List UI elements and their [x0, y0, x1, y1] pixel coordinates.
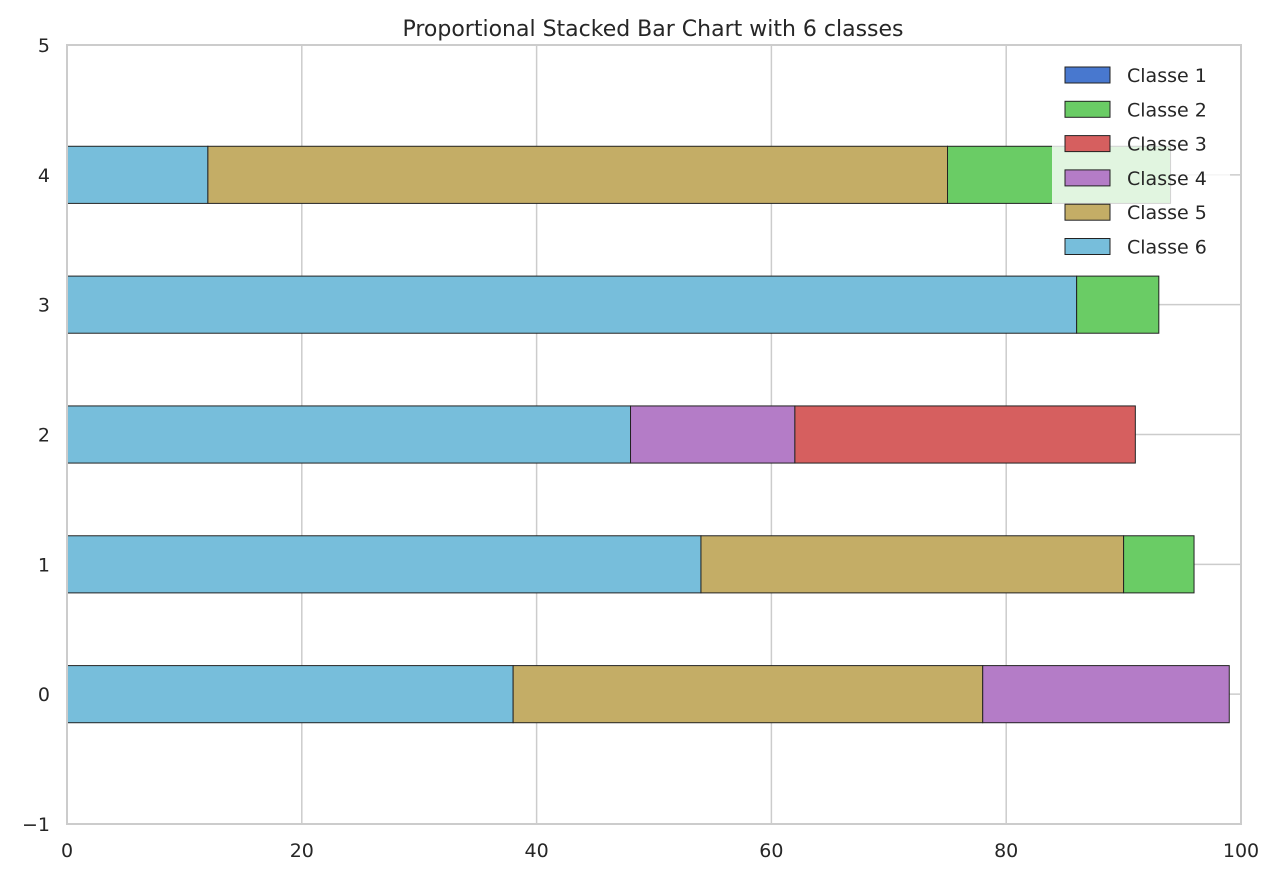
bars — [66, 145, 1230, 724]
legend-swatch — [1064, 238, 1111, 255]
bar-segment — [66, 535, 702, 594]
bar-segment — [630, 405, 796, 464]
y-tick-label: 3 — [38, 295, 50, 317]
bar-segment — [794, 405, 1136, 464]
legend-item: Classe 1 — [1064, 65, 1207, 87]
legend-label: Classe 1 — [1127, 65, 1207, 87]
x-tick-labels: 0 20 40 60 80 100 — [61, 840, 1259, 862]
y-tick-label: 4 — [38, 165, 50, 187]
bar-segment — [66, 665, 514, 724]
legend-swatch — [1064, 66, 1111, 84]
legend-swatch — [1064, 169, 1111, 187]
legend-label: Classe 4 — [1127, 168, 1207, 190]
x-tick-label: 80 — [994, 840, 1018, 862]
y-tick-labels: −1 0 1 2 3 4 5 — [22, 35, 50, 836]
bar-segment — [1076, 275, 1160, 334]
legend-swatch — [1064, 135, 1111, 153]
legend-item: Classe 6 — [1064, 237, 1207, 259]
bar-segment — [700, 535, 1125, 594]
legend-label: Classe 6 — [1127, 237, 1207, 259]
bar-segment — [512, 665, 984, 724]
x-tick-label: 40 — [525, 840, 549, 862]
x-tick-label: 0 — [61, 840, 73, 862]
legend: Classe 1 Classe 2 Classe 3 Classe 4 Classe 5… — [1052, 58, 1230, 266]
x-tick-label: 20 — [290, 840, 314, 862]
bar-segment — [207, 145, 948, 204]
bar-segment — [66, 275, 1078, 334]
legend-item: Classe 5 — [1064, 202, 1207, 224]
legend-item: Classe 2 — [1064, 99, 1207, 121]
y-tick-label: 0 — [38, 684, 50, 706]
bar-segment — [66, 405, 632, 464]
legend-label: Classe 5 — [1127, 202, 1207, 224]
x-tick-label: 100 — [1223, 840, 1259, 862]
bar-segment — [66, 145, 209, 204]
bar-segment — [1123, 535, 1195, 594]
legend-swatch — [1064, 100, 1111, 118]
y-tick-label: −1 — [22, 814, 50, 836]
legend-label: Classe 2 — [1127, 99, 1207, 121]
y-tick-label: 2 — [38, 425, 50, 447]
chart-title: Proportional Stacked Bar Chart with 6 cl… — [402, 17, 903, 42]
y-tick-label: 1 — [38, 554, 50, 576]
legend-background — [1052, 58, 1230, 266]
x-tick-label: 60 — [759, 840, 783, 862]
legend-item: Classe 4 — [1064, 168, 1207, 190]
plot-frame — [66, 44, 1242, 825]
legend-swatch — [1064, 203, 1111, 221]
legend-item: Classe 3 — [1064, 134, 1207, 156]
legend-label: Classe 3 — [1127, 134, 1207, 156]
y-tick-label: 5 — [38, 35, 50, 57]
bar-segment — [982, 665, 1230, 724]
